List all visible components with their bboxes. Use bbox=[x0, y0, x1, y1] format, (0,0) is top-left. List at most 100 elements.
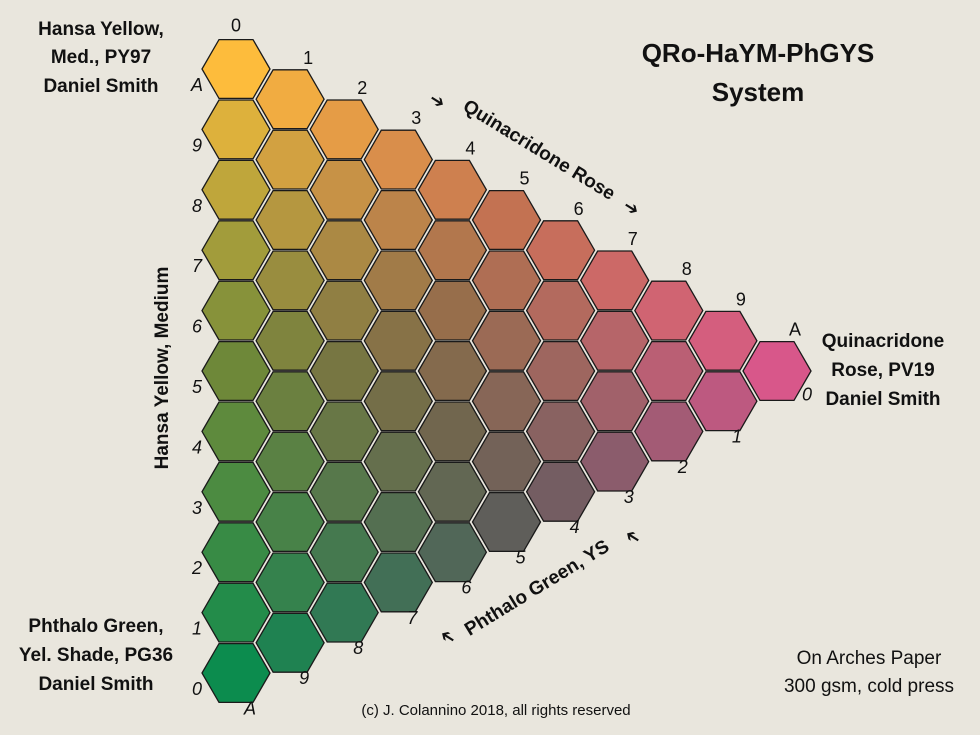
hex-cell bbox=[471, 491, 542, 553]
hex-cell bbox=[309, 340, 379, 402]
hex-cell bbox=[471, 250, 542, 311]
hex-cell bbox=[309, 280, 379, 341]
bottom-edge-number: 2 bbox=[677, 457, 688, 477]
hex-cell bbox=[255, 189, 325, 251]
hex-cell bbox=[688, 310, 758, 371]
hex-cell bbox=[525, 461, 596, 522]
hex-cell bbox=[688, 371, 758, 432]
hex-cell bbox=[471, 371, 542, 432]
hex-cell bbox=[417, 340, 488, 402]
hex-cell bbox=[201, 99, 271, 160]
hex-cell bbox=[201, 401, 271, 462]
hex-cell bbox=[471, 310, 542, 371]
hex-cell bbox=[201, 340, 271, 402]
hex-cell bbox=[309, 522, 379, 583]
hex-cell bbox=[309, 159, 379, 220]
hex-cell bbox=[579, 371, 650, 432]
left-edge-number: 5 bbox=[192, 377, 203, 397]
hex-cell bbox=[363, 129, 434, 190]
hex-cell bbox=[363, 250, 434, 311]
hex-cell bbox=[417, 280, 488, 341]
hex-cell bbox=[417, 461, 488, 522]
hex-cells bbox=[201, 38, 812, 704]
bottom-edge-number: A bbox=[243, 698, 256, 718]
hex-cell bbox=[471, 189, 542, 251]
hex-cell bbox=[255, 431, 325, 492]
corner-label-yellow-2: Med., PY97 bbox=[51, 47, 151, 68]
bottom-edge-number: 4 bbox=[570, 517, 580, 537]
arrow-right-icon-2: ➔ bbox=[620, 195, 643, 220]
hex-cell bbox=[471, 431, 542, 492]
bottom-edge-number: 9 bbox=[299, 668, 309, 688]
hex-cell bbox=[525, 280, 596, 341]
corner-label-green-3: Daniel Smith bbox=[38, 674, 153, 695]
hex-cell bbox=[309, 461, 379, 522]
hex-cell bbox=[363, 310, 434, 371]
hex-cell bbox=[255, 129, 325, 190]
arrow-right-icon-1: ➔ bbox=[426, 88, 449, 113]
bottom-edge-number: 6 bbox=[461, 578, 472, 598]
hex-cell bbox=[525, 340, 596, 402]
top-edge-number: 2 bbox=[357, 78, 367, 98]
hex-cell bbox=[201, 461, 271, 522]
hex-cell bbox=[579, 250, 650, 311]
top-edge-number: 0 bbox=[231, 16, 241, 36]
top-edge-number: 5 bbox=[519, 169, 529, 189]
hex-cell bbox=[201, 582, 271, 643]
left-edge-number: 9 bbox=[192, 135, 202, 155]
hex-cell bbox=[363, 552, 434, 613]
top-edge-number: 9 bbox=[736, 289, 746, 309]
hex-cell bbox=[417, 220, 488, 281]
corner-label-rose-2: Rose, PV19 bbox=[831, 360, 935, 381]
hex-cell bbox=[201, 522, 271, 583]
hex-cell bbox=[579, 310, 650, 371]
corner-label-yellow-1: Hansa Yellow, bbox=[38, 19, 164, 40]
hex-cell bbox=[417, 159, 488, 220]
hex-cell bbox=[363, 431, 434, 492]
hex-cell bbox=[255, 491, 325, 553]
hex-cell bbox=[201, 38, 271, 100]
hex-cell bbox=[201, 642, 271, 704]
hex-cell bbox=[255, 371, 325, 432]
corner-label-green-1: Phthalo Green, bbox=[28, 616, 163, 637]
hex-cell bbox=[309, 582, 379, 643]
top-edge-number: 3 bbox=[411, 108, 421, 128]
hex-cell bbox=[255, 612, 325, 673]
top-edge-number: 8 bbox=[682, 259, 692, 279]
left-edge-number: 2 bbox=[191, 558, 202, 578]
hex-cell bbox=[742, 340, 812, 402]
top-edge-number: 1 bbox=[303, 48, 313, 68]
left-edge-number: 8 bbox=[192, 196, 202, 216]
title-line-2: System bbox=[712, 77, 805, 107]
corner-label-green-2: Yel. Shade, PG36 bbox=[19, 645, 173, 666]
paper-note-2: 300 gsm, cold press bbox=[784, 676, 954, 697]
hex-cell bbox=[255, 310, 325, 371]
left-edge-number: 7 bbox=[192, 256, 203, 276]
bottom-edge-number: 1 bbox=[732, 427, 742, 447]
paper-note-1: On Arches Paper bbox=[797, 648, 942, 669]
hex-cell bbox=[634, 280, 704, 341]
top-edge-number: 7 bbox=[628, 229, 638, 249]
hex-cell bbox=[255, 250, 325, 311]
hex-cell bbox=[309, 401, 379, 462]
hex-cell bbox=[634, 401, 704, 462]
hex-cell bbox=[309, 220, 379, 281]
left-edge-number: 4 bbox=[192, 437, 202, 457]
bottom-edge-number: 0 bbox=[802, 384, 812, 404]
hex-cell bbox=[417, 522, 488, 583]
hex-cell bbox=[363, 491, 434, 553]
hex-cell bbox=[201, 220, 271, 281]
corner-label-rose-3: Daniel Smith bbox=[825, 389, 940, 410]
arrow-left-icon-2: ➔ bbox=[621, 525, 644, 550]
left-edge-number: A bbox=[190, 75, 203, 95]
top-edge-number: 4 bbox=[465, 138, 475, 158]
hex-cell bbox=[363, 189, 434, 251]
left-edge-number: 6 bbox=[192, 317, 203, 337]
left-edge-number: 1 bbox=[192, 619, 202, 639]
hex-cell bbox=[255, 552, 325, 613]
hex-cell bbox=[309, 99, 379, 160]
hex-cell bbox=[634, 340, 704, 402]
edge-label-yellow: Hansa Yellow, Medium bbox=[152, 267, 173, 470]
